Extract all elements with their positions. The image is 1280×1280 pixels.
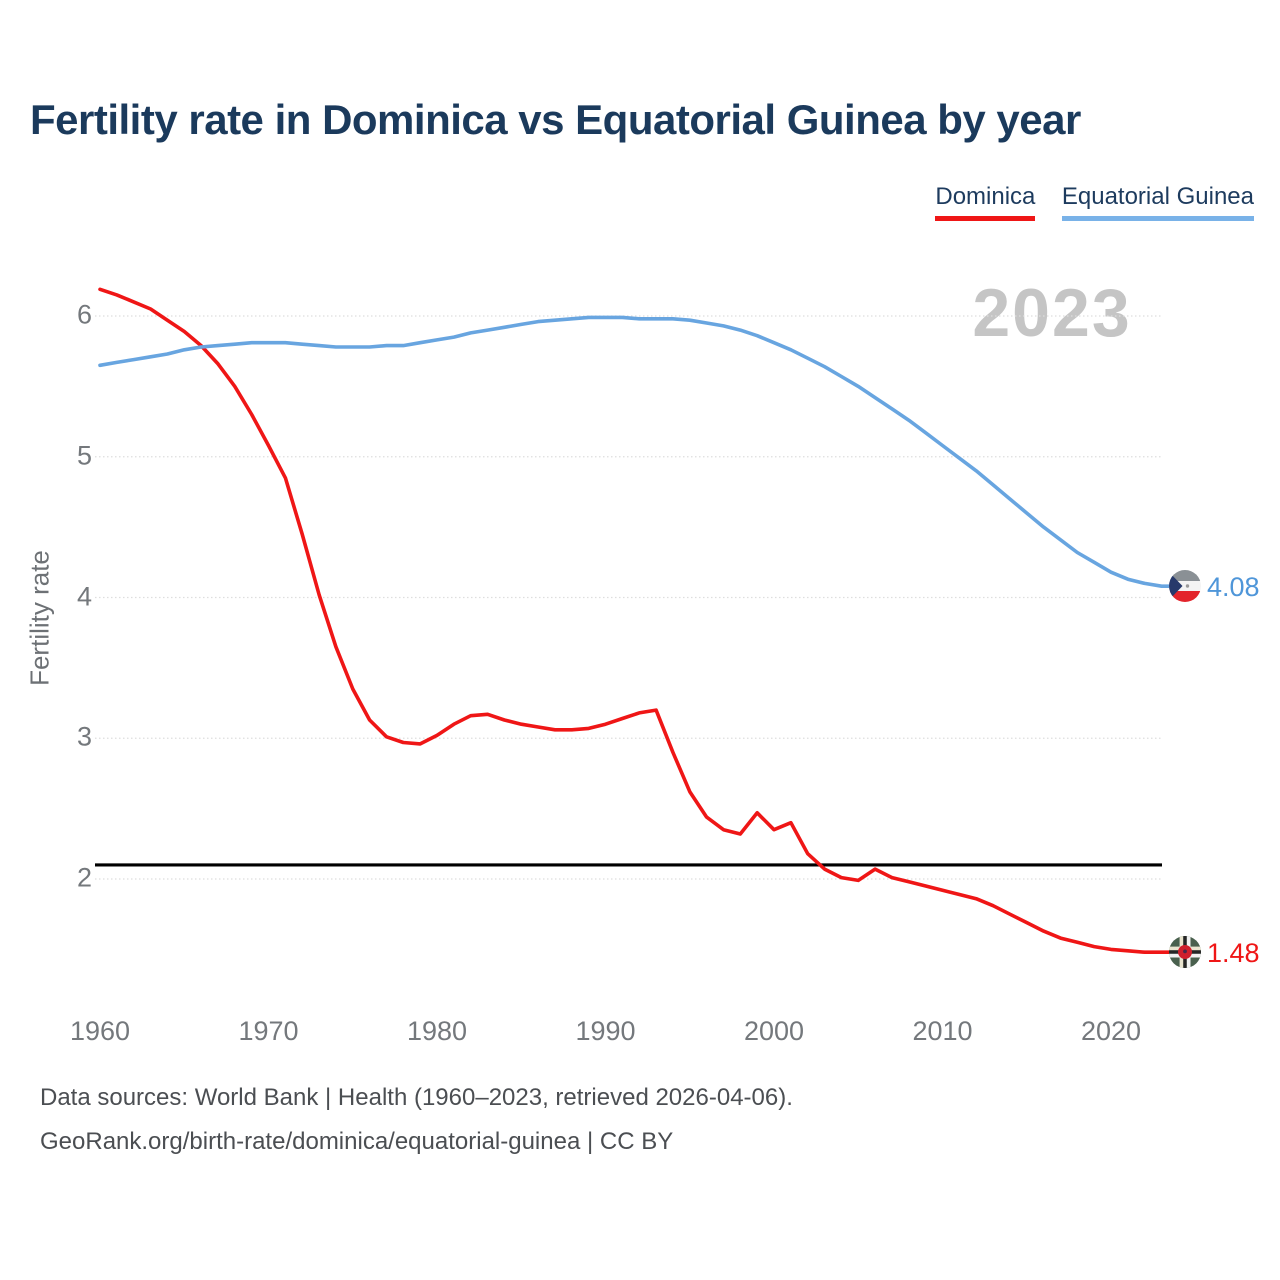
y-tick-label: 2 <box>76 862 92 893</box>
equatorial-guinea-line[interactable] <box>98 315 1172 588</box>
y-tick-label: 5 <box>76 440 92 471</box>
dominica-value-label: 1.48 <box>1207 938 1260 969</box>
y-tick-label: 6 <box>76 299 92 330</box>
x-tick-label: 1970 <box>238 1016 299 1046</box>
x-tick-label: 1990 <box>575 1016 636 1046</box>
equatorial-guinea-value-label: 4.08 <box>1207 572 1260 603</box>
y-axis-title: Fertility rate <box>24 550 55 686</box>
x-tick-label: 1960 <box>69 1016 131 1046</box>
x-tick-label: 2010 <box>912 1016 973 1046</box>
x-tick-label: 1980 <box>406 1016 468 1046</box>
y-tick-label: 4 <box>76 580 92 611</box>
year-watermark: 2023 <box>972 275 1132 351</box>
legend-item-dominica[interactable]: Dominica <box>935 183 1036 221</box>
y-tick-label: 3 <box>76 721 92 752</box>
legend-item-equatorial-guinea[interactable]: Equatorial Guinea <box>1061 183 1254 221</box>
x-tick-label: 2020 <box>1080 1016 1142 1046</box>
dominica-line[interactable] <box>98 287 1172 954</box>
equatorial-guinea-flag-icon <box>1169 570 1201 603</box>
legend: Dominica Equatorial Guinea <box>913 183 1254 221</box>
data-sources-line: Data sources: World Bank | Health (1960–… <box>40 1084 793 1111</box>
footer: Data sources: World Bank | Health (1960–… <box>40 1076 793 1164</box>
attribution-line: GeoRank.org/birth-rate/dominica/equatori… <box>40 1128 674 1155</box>
dominica-flag-icon <box>1169 936 1201 969</box>
page-title: Fertility rate in Dominica vs Equatorial… <box>30 96 1081 143</box>
x-tick-label: 2000 <box>743 1016 805 1046</box>
